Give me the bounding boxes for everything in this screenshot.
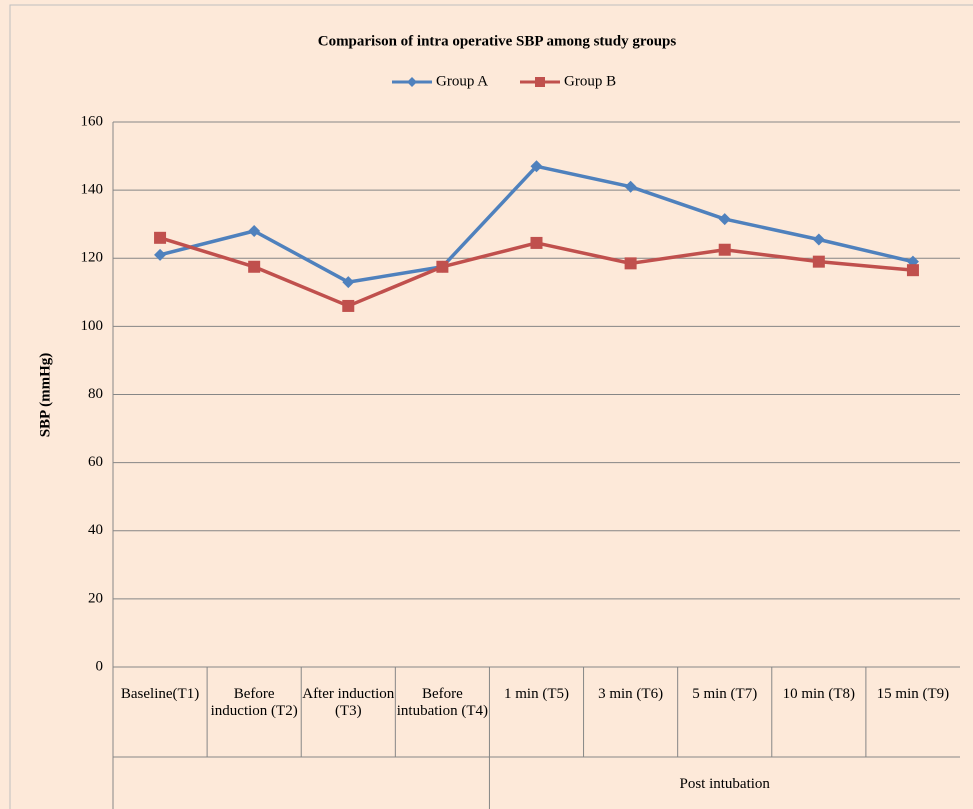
data-point [436,260,449,273]
data-point [342,276,355,289]
y-tick-label: 80 [88,386,103,402]
series-line [159,164,914,284]
x-tick-label: Baseline(T1) [120,686,200,702]
data-point [154,231,167,244]
data-point [530,160,543,173]
data-point [812,255,825,268]
x-tick-label: Before intubation (T4) [396,686,488,719]
legend-label: Group A [436,73,488,89]
data-point [624,180,637,193]
y-tick-label: 100 [81,318,104,334]
data-point [248,225,261,237]
y-tick-label: 0 [96,658,104,674]
x-tick-label: 15 min (T9) [876,686,950,702]
chart-border [9,4,973,809]
x-tick-label: 1 min (T5) [503,686,569,702]
y-tick-label: 60 [88,454,103,470]
y-tick-label: 140 [81,182,104,198]
y-tick-label: 160 [81,113,104,129]
data-point [624,257,637,270]
y-tick-label: 20 [88,590,103,606]
data-point [718,213,731,226]
data-point [812,233,825,246]
y-tick-label: 120 [81,250,104,266]
category-group-label: Post intubation [679,776,770,792]
chart-title: Comparison of intra operative SBP among … [318,33,677,49]
legend-marker [407,77,417,87]
x-tick-label: 5 min (T7) [692,686,758,702]
y-tick-label: 40 [88,522,103,538]
legend-label: Group B [564,73,616,89]
x-tick-label: 3 min (T6) [598,686,664,702]
x-tick-label: After induction (T3) [302,686,395,719]
legend-marker [535,77,545,87]
data-point [248,260,261,273]
data-point [154,248,167,261]
x-tick-label: Before induction (T2) [210,686,298,719]
data-point [718,243,731,256]
data-point [906,264,919,277]
y-axis-label: SBP (mmHg) [37,353,53,438]
data-point [530,236,543,249]
data-point [342,299,355,312]
x-tick-label: 10 min (T8) [782,686,856,702]
